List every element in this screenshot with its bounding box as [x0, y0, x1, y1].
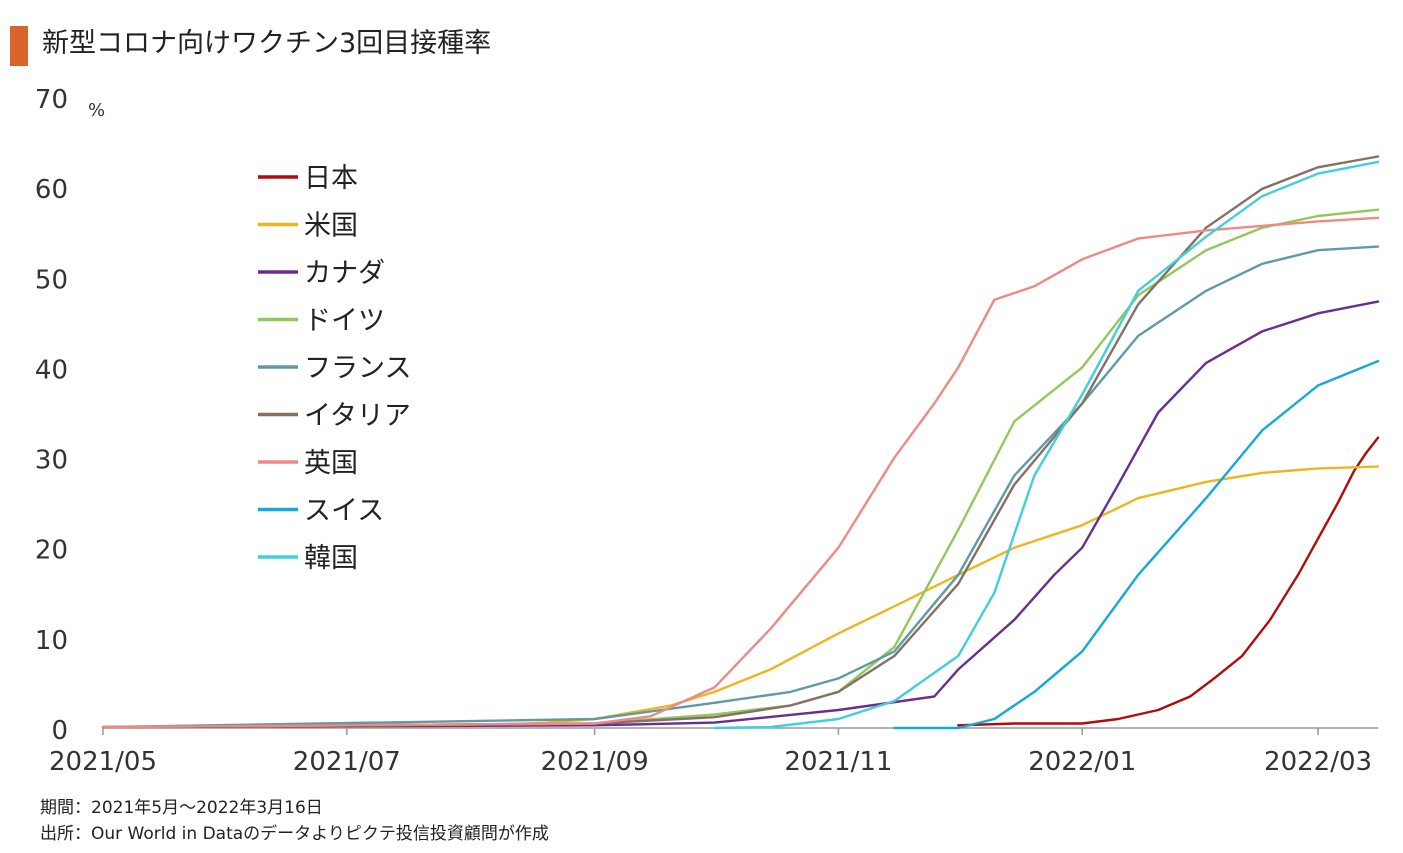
y-axis-unit: %: [88, 100, 105, 121]
legend-label: ドイツ: [304, 306, 385, 337]
legend-label: 韓国: [304, 543, 358, 574]
series-line-スイス: [893, 359, 1380, 730]
chart-title: 新型コロナ向けワクチン3回目接種率: [42, 28, 492, 59]
title-accent-bar: [10, 26, 28, 66]
series-line-フランス: [101, 245, 1380, 729]
y-tick-label: 10: [35, 626, 68, 656]
x-tick-label: 2021/07: [293, 747, 401, 777]
source-note: 出所：Our World in Dataのデータよりピクテ投信投資顧問が作成: [40, 824, 549, 844]
y-tick-label: 30: [35, 446, 68, 476]
legend-label: スイス: [304, 496, 384, 527]
y-tick-label: 40: [35, 355, 68, 385]
series-line-ドイツ: [101, 208, 1380, 729]
period-note: 期間：2021年5月～2022年3月16日: [40, 798, 323, 818]
series-line-英国: [101, 216, 1380, 729]
series-line-イタリア: [101, 155, 1380, 729]
legend-label: カナダ: [304, 258, 385, 289]
series-line-米国: [101, 465, 1380, 729]
series-line-韓国: [713, 160, 1380, 730]
x-tick-label: 2022/03: [1264, 747, 1372, 777]
y-tick-label: 0: [51, 716, 68, 746]
series-line-カナダ: [101, 300, 1380, 729]
y-tick-label: 50: [35, 265, 68, 295]
legend-label: フランス: [304, 353, 411, 384]
x-tick-label: 2022/01: [1028, 747, 1136, 777]
x-tick-label: 2021/09: [541, 747, 649, 777]
y-tick-label: 60: [35, 175, 68, 205]
series-line-日本: [957, 436, 1380, 727]
y-tick-label: 20: [35, 536, 68, 566]
legend-label: 日本: [304, 163, 358, 194]
legend-label: 米国: [304, 211, 358, 242]
legend-label: 英国: [304, 448, 358, 479]
x-tick-label: 2021/05: [49, 747, 157, 777]
legend-label: イタリア: [304, 401, 411, 432]
x-tick-label: 2021/11: [784, 747, 892, 777]
y-tick-label: 70: [35, 85, 68, 115]
